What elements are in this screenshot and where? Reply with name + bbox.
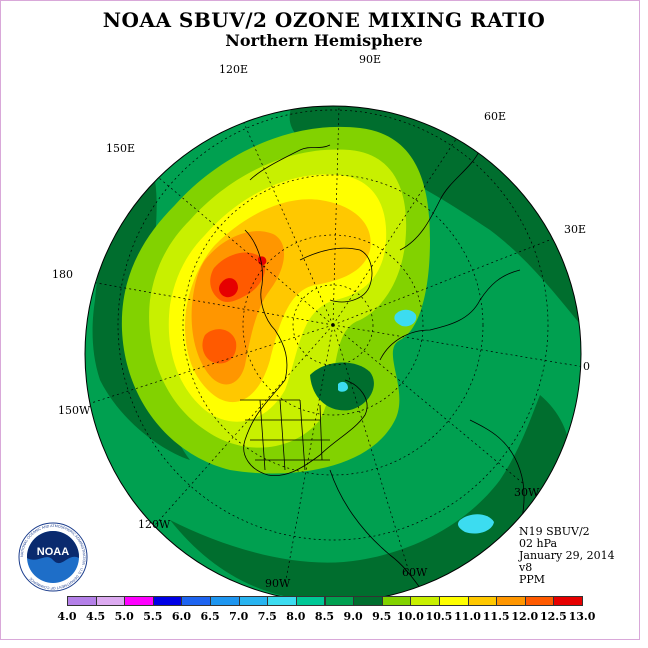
- lon-label-150e: 150E: [106, 142, 136, 155]
- colorbar-tick-label: 10.0: [396, 610, 424, 623]
- colorbar-swatch: [267, 596, 297, 606]
- lon-label-60w: 60W: [402, 566, 428, 579]
- contour-12-south: [202, 329, 237, 364]
- colorbar-tick-label: 7.5: [257, 610, 277, 623]
- colorbar-tick-label: 9.0: [343, 610, 363, 623]
- colorbar-swatch: [238, 596, 269, 606]
- colorbar-swatch: [181, 596, 212, 606]
- colorbar-tick-label: 12.0: [511, 610, 539, 623]
- colorbar-swatch: [95, 596, 126, 606]
- colorbar-swatch: [467, 596, 498, 606]
- info-version: v8: [519, 561, 533, 574]
- colorbar-tick-label: 6.5: [200, 610, 220, 623]
- figure-frame: [0, 0, 640, 640]
- colorbar-tick-label: 11.0: [454, 610, 481, 623]
- colorbar-swatch: [324, 596, 355, 606]
- contour-12-5-max: [219, 278, 238, 298]
- info-level: 02 hPa: [519, 537, 558, 550]
- lon-label-30e: 30E: [564, 223, 587, 236]
- page-subtitle: Northern Hemisphere: [225, 31, 423, 50]
- colorbar-swatch: [124, 596, 154, 606]
- colorbar-swatch: [381, 596, 412, 606]
- colorbar-tick-label: 5.0: [114, 610, 134, 623]
- colorbar-swatch: [524, 596, 555, 606]
- page-title: NOAA SBUV/2 OZONE MIXING RATIO: [102, 8, 546, 32]
- low-pocket-atlantic: [457, 514, 494, 534]
- colorbar-tick-label: 8.0: [286, 610, 306, 623]
- colorbar-tick-label: 7.0: [229, 610, 249, 623]
- colorbar-swatch: [496, 596, 526, 606]
- colorbar-tick-label: 5.5: [143, 610, 163, 623]
- info-units: PPM: [519, 573, 546, 586]
- graticule: [85, 106, 581, 586]
- colorbar-swatch: [410, 596, 440, 606]
- lon-label-120e: 120E: [219, 63, 249, 76]
- colorbar-swatch: [67, 596, 97, 606]
- info-satellite: N19 SBUV/2: [519, 525, 590, 538]
- lon-label-30w: 30W: [514, 486, 540, 499]
- low-pocket-europe: [394, 309, 417, 327]
- lon-label-90e: 90E: [359, 53, 382, 66]
- colorbar-swatch: [152, 596, 183, 606]
- colorbar-tick-label: 9.5: [372, 610, 392, 623]
- colorbar-tick-label: 13.0: [568, 610, 596, 623]
- colorbar-tick-label: 6.0: [171, 610, 192, 623]
- noaa-logo-text: NOAA: [37, 546, 69, 558]
- lon-label-60e: 60E: [484, 110, 507, 123]
- colorbar-swatch: [210, 596, 240, 606]
- colorbar-swatch: [438, 596, 469, 606]
- colorbar-tick-label: 11.5: [482, 610, 510, 623]
- colorbar-tick-label: 8.5: [314, 610, 335, 623]
- lon-label-0: 0: [583, 360, 590, 373]
- lon-label-150w: 150W: [58, 404, 91, 417]
- colorbar-tick-label: 4.5: [86, 610, 106, 623]
- colorbar-swatch: [353, 596, 383, 606]
- colorbar-tick-label: 10.5: [425, 610, 453, 623]
- colorbar-swatch: [295, 596, 326, 606]
- noaa-logo: NOAA NATIONAL OCEANIC AND ATMOSPHERIC AD…: [18, 522, 88, 592]
- colorbar-tick-label: 4.0: [57, 610, 77, 623]
- info-date: January 29, 2014: [519, 549, 615, 562]
- lon-label-90w: 90W: [265, 577, 291, 590]
- colorbar-swatch: [553, 596, 583, 606]
- lon-label-180: 180: [52, 268, 73, 281]
- lon-label-120w: 120W: [138, 518, 171, 531]
- low-pocket-canada: [338, 381, 348, 392]
- dark-region-south: [170, 395, 571, 602]
- colorbar-tick-label: 12.5: [539, 610, 567, 623]
